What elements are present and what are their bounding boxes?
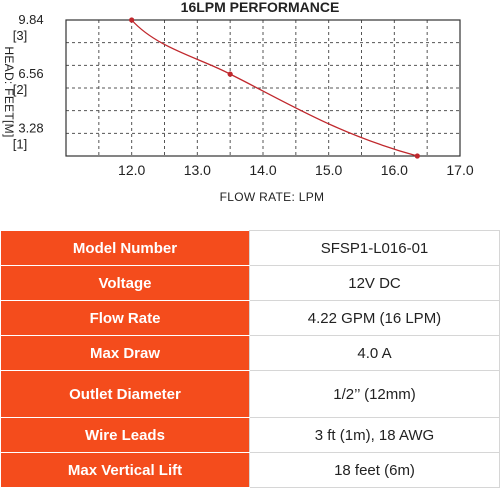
x-tick-label: 16.0	[381, 162, 408, 178]
spec-row: Flow Rate 4.22 GPM (16 LPM)	[0, 300, 500, 336]
x-axis-ticks: 12.0 13.0 14.0 15.0 16.0 17.0	[118, 162, 474, 178]
spec-label: Wire Leads	[0, 417, 250, 453]
y-tick-label-feet: 6.56	[18, 66, 43, 81]
spec-label: Flow Rate	[0, 300, 250, 336]
chart-title: 16LPM PERFORMANCE	[181, 0, 340, 15]
x-tick-label: 14.0	[249, 162, 276, 178]
y-axis-title: HEAD: FEET[M]	[2, 46, 16, 137]
x-axis-title: FLOW RATE: LPM	[220, 190, 325, 204]
series-point	[129, 17, 135, 23]
spec-row: Max Draw 4.0 A	[0, 335, 500, 371]
spec-value: 3 ft (1m), 18 AWG	[249, 417, 500, 453]
spec-value: 12V DC	[249, 265, 500, 301]
series-line	[131, 19, 418, 157]
spec-value: 18 feet (6m)	[249, 452, 500, 488]
spec-row: Model Number SFSP1-L016-01	[0, 230, 500, 266]
x-tick-label: 12.0	[118, 162, 145, 178]
spec-label: Voltage	[0, 265, 250, 301]
spec-label: Outlet Diameter	[0, 370, 250, 418]
spec-value: 1/2’’ (12mm)	[249, 370, 500, 418]
y-axis-ticks: 9.84[3] 6.56[2] 3.28[1]	[13, 12, 44, 151]
y-tick-label-feet: 9.84	[18, 12, 43, 27]
series-point	[414, 153, 420, 159]
spec-value: SFSP1-L016-01	[249, 230, 500, 266]
plot-frame	[65, 19, 461, 157]
spec-label: Max Vertical Lift	[0, 452, 250, 488]
series-point	[227, 71, 233, 77]
series-points	[129, 17, 420, 159]
x-tick-label: 15.0	[315, 162, 342, 178]
spec-row: Voltage 12V DC	[0, 265, 500, 301]
spec-row: Max Vertical Lift 18 feet (6m)	[0, 452, 500, 488]
spec-label: Model Number	[0, 230, 250, 266]
spec-row: Outlet Diameter 1/2’’ (12mm)	[0, 370, 500, 418]
grid	[66, 20, 460, 156]
spec-label: Max Draw	[0, 335, 250, 371]
spec-row: Wire Leads 3 ft (1m), 18 AWG	[0, 417, 500, 453]
x-tick-label: 17.0	[446, 162, 473, 178]
spec-value: 4.22 GPM (16 LPM)	[249, 300, 500, 336]
performance-chart: 16LPM PERFORMANCE 9.84[3]6.56[2]3.28[1] …	[2, 0, 474, 204]
x-tick-label: 13.0	[184, 162, 211, 178]
y-tick-label-meters: [1]	[13, 136, 27, 151]
spec-table: Model Number SFSP1-L016-01 Voltage 12V DC Fl…	[0, 230, 500, 488]
spec-value: 4.0 A	[249, 335, 500, 371]
y-tick-label-meters: [2]	[13, 82, 27, 97]
y-tick-label-feet: 3.28	[18, 120, 43, 135]
y-tick-label-meters: [3]	[13, 28, 27, 43]
